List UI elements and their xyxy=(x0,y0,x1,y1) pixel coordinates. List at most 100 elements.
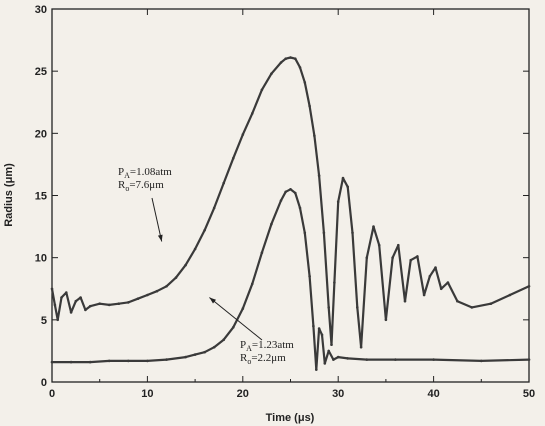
data-point xyxy=(336,355,340,359)
data-point xyxy=(409,258,413,262)
data-point xyxy=(193,353,197,356)
data-point xyxy=(251,112,254,115)
data-point xyxy=(356,306,359,309)
data-point xyxy=(327,349,331,353)
data-point xyxy=(294,191,297,195)
y-tick-label: 25 xyxy=(35,66,47,78)
data-point xyxy=(69,311,73,314)
annotation-arrow xyxy=(209,297,263,341)
data-point xyxy=(279,61,283,64)
y-tick-label: 15 xyxy=(35,191,47,203)
data-point xyxy=(489,302,493,306)
y-tick-label: 20 xyxy=(35,128,47,140)
x-tick-label: 20 xyxy=(237,388,249,400)
data-point xyxy=(53,303,57,307)
data-point xyxy=(384,318,388,322)
data-point xyxy=(480,359,483,363)
data-point xyxy=(174,276,178,279)
x-axis-title: Time (μs) xyxy=(266,412,315,424)
data-point xyxy=(222,338,225,342)
data-point xyxy=(346,185,350,189)
data-point xyxy=(117,302,121,306)
data-point xyxy=(79,296,82,299)
data-point xyxy=(203,229,206,232)
data-point xyxy=(323,362,327,365)
data-point xyxy=(317,327,321,330)
data-point xyxy=(50,360,54,364)
data-point xyxy=(107,359,111,363)
y-tick-label: 5 xyxy=(41,315,47,327)
data-point xyxy=(391,256,394,260)
data-point xyxy=(330,343,333,347)
data-point xyxy=(232,326,235,329)
data-point xyxy=(308,104,311,108)
data-point xyxy=(136,297,140,301)
data-point xyxy=(313,134,316,138)
data-point xyxy=(294,57,297,60)
data-point xyxy=(165,358,168,361)
data-point xyxy=(203,350,206,354)
y-axis-title: Radius (μm) xyxy=(3,163,15,227)
x-tick-label: 10 xyxy=(141,388,153,400)
data-point xyxy=(456,299,459,303)
data-point xyxy=(308,275,311,278)
data-point xyxy=(88,360,92,364)
data-point xyxy=(397,243,400,247)
data-point xyxy=(351,231,354,235)
data-point xyxy=(527,358,531,361)
plot-frame xyxy=(51,8,530,383)
data-point xyxy=(372,225,375,228)
data-point xyxy=(88,304,92,308)
data-point xyxy=(127,301,130,304)
data-point xyxy=(428,275,432,278)
data-point xyxy=(320,333,324,337)
data-point xyxy=(98,302,101,306)
data-point xyxy=(222,181,225,185)
data-point xyxy=(146,293,149,297)
data-point xyxy=(303,81,307,84)
x-tick-label: 30 xyxy=(332,388,344,400)
data-point xyxy=(270,222,273,226)
data-point xyxy=(446,281,450,284)
data-point xyxy=(322,231,326,235)
y-tick-label: 10 xyxy=(35,253,47,265)
data-point xyxy=(284,57,288,60)
data-point xyxy=(56,318,59,322)
data-point xyxy=(241,307,245,310)
data-point xyxy=(241,133,245,136)
data-point xyxy=(298,206,302,210)
data-point xyxy=(432,358,435,361)
data-point xyxy=(333,281,336,284)
annotation-arrowhead xyxy=(157,234,163,242)
data-point xyxy=(127,359,130,363)
data-point xyxy=(251,282,254,286)
data-point xyxy=(60,296,63,299)
data-point xyxy=(84,308,87,312)
data-point xyxy=(260,251,264,254)
data-point xyxy=(470,306,474,309)
data-point xyxy=(527,285,531,288)
data-point xyxy=(260,88,264,92)
data-point xyxy=(434,266,437,269)
data-point xyxy=(403,299,407,303)
data-point xyxy=(439,287,443,291)
x-tick-label: 50 xyxy=(523,388,535,400)
data-point xyxy=(193,247,197,251)
annotation-line: Ro=2.2μm xyxy=(240,352,286,366)
data-point xyxy=(365,256,369,260)
data-point xyxy=(165,285,168,288)
data-point xyxy=(289,56,292,59)
data-point xyxy=(212,345,216,349)
data-point xyxy=(508,293,512,297)
data-point xyxy=(422,293,426,297)
data-point xyxy=(184,263,187,267)
data-point xyxy=(50,287,54,291)
data-point xyxy=(69,360,73,364)
data-point xyxy=(212,206,216,210)
data-point xyxy=(416,255,419,258)
y-tick-label: 0 xyxy=(41,377,47,389)
data-point xyxy=(377,243,381,247)
data-point xyxy=(359,345,363,349)
annotation-arrow xyxy=(151,197,163,242)
